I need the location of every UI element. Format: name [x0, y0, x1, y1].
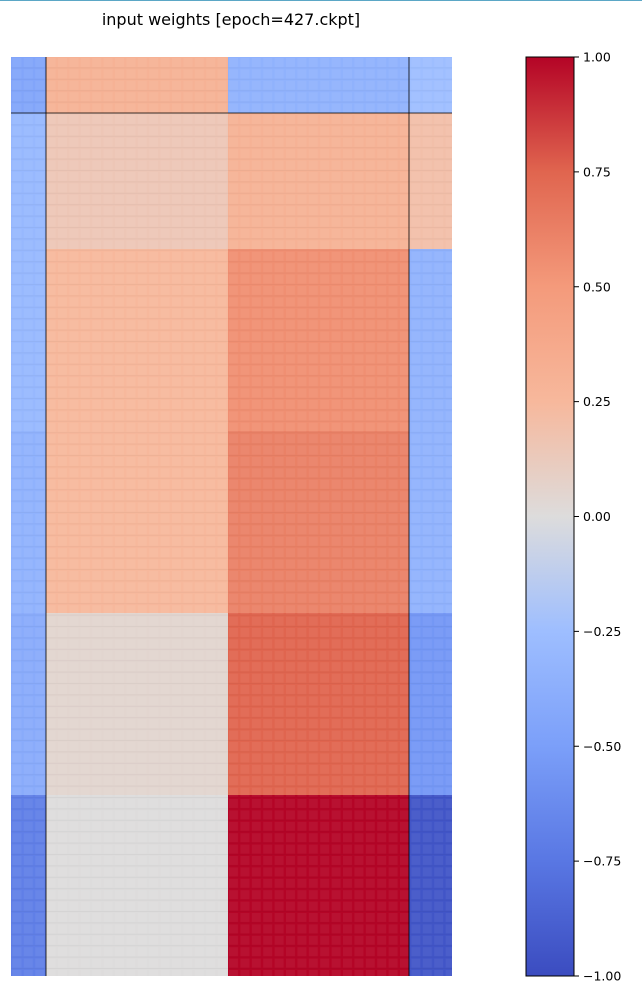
colorbar-tick-label: 0.00	[583, 509, 611, 524]
chart-title: input weights [epoch=427.ckpt]	[101, 10, 361, 29]
colorbar-tick-label: −1.00	[583, 969, 621, 984]
colorbar-tick-label: 0.75	[583, 164, 611, 179]
heatmap-texture	[11, 57, 452, 976]
colorbar-tick-label: 0.25	[583, 394, 611, 409]
colorbar-ticks: 1.00 0.75 0.50 0.25 0.00 −0.25 −0.50 −0.75 −1.00	[574, 50, 621, 984]
colorbar-tick-label: −0.50	[583, 739, 621, 754]
colorbar-tick-label: 0.50	[583, 279, 611, 294]
block-divider-lines	[11, 57, 452, 976]
colorbar-tick-label: −0.25	[583, 624, 621, 639]
colorbar	[525, 56, 575, 977]
colorbar-tick-label: 1.00	[583, 50, 611, 65]
window-top-border	[0, 0, 642, 1]
colorbar-tick-label: −0.75	[583, 854, 621, 869]
